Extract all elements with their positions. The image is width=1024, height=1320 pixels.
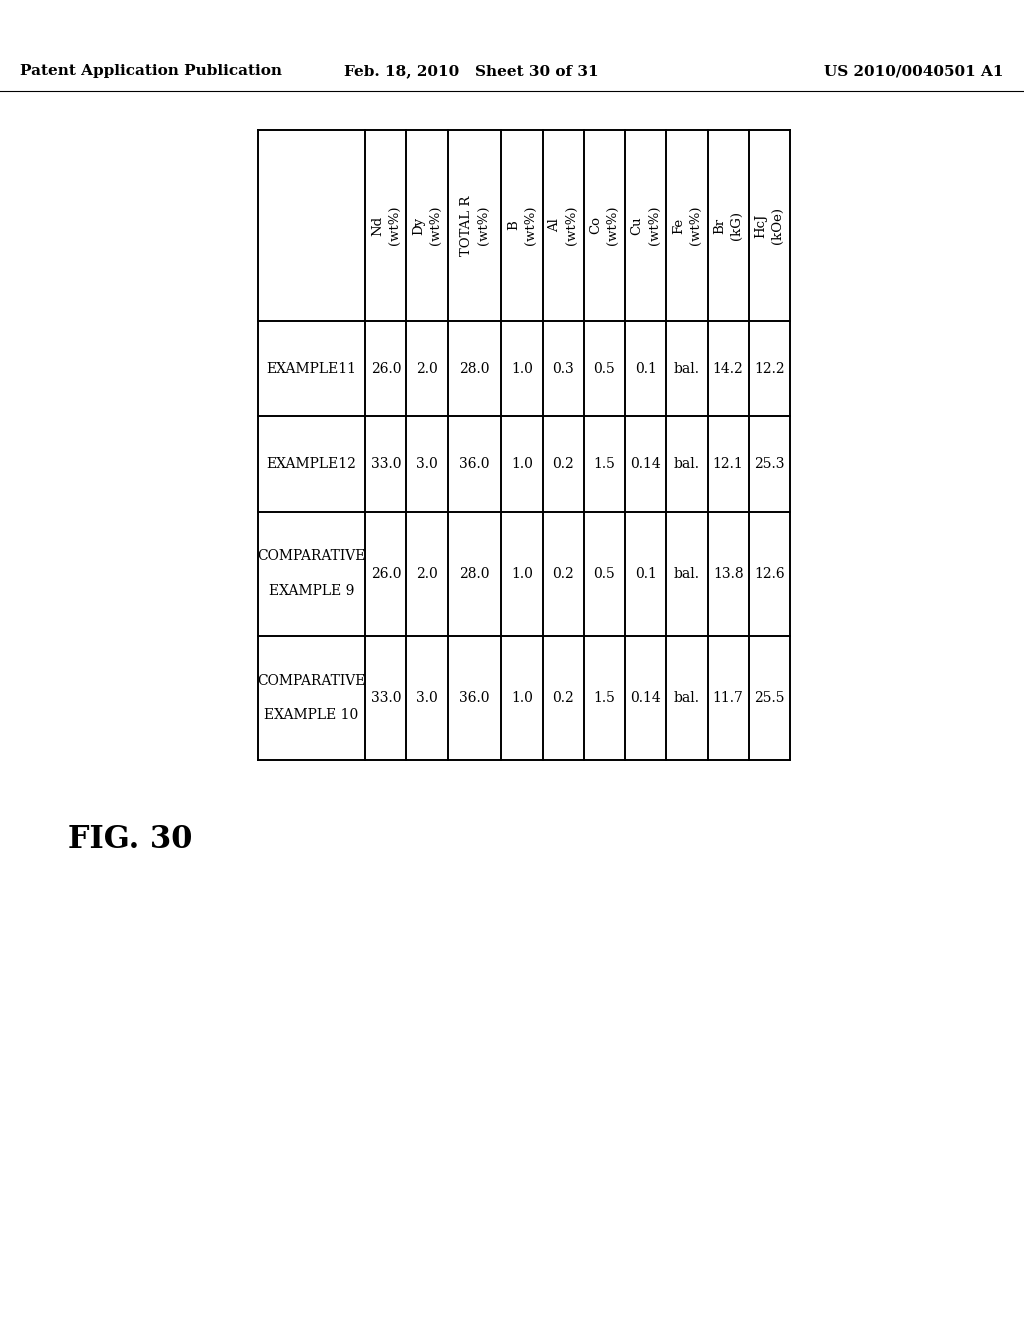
Text: 2.0: 2.0 [416,362,438,376]
Text: 0.5: 0.5 [594,566,615,581]
Text: 36.0: 36.0 [459,690,489,705]
Text: Br
(kG): Br (kG) [713,211,743,240]
Text: 0.3: 0.3 [552,362,574,376]
Text: EXAMPLE12: EXAMPLE12 [266,457,356,471]
Text: 1.0: 1.0 [511,566,532,581]
Text: 33.0: 33.0 [371,457,401,471]
Text: 13.8: 13.8 [713,566,743,581]
Text: 0.14: 0.14 [631,457,662,471]
Text: 0.2: 0.2 [552,566,574,581]
Text: TOTAL R
(wt%): TOTAL R (wt%) [460,195,489,256]
Text: 0.5: 0.5 [594,362,615,376]
Text: 11.7: 11.7 [713,690,743,705]
Text: Feb. 18, 2010   Sheet 30 of 31: Feb. 18, 2010 Sheet 30 of 31 [344,65,598,78]
Text: bal.: bal. [674,566,699,581]
Text: 12.1: 12.1 [713,457,743,471]
Text: 28.0: 28.0 [459,566,489,581]
Text: EXAMPLE 9: EXAMPLE 9 [269,585,354,598]
Text: 0.2: 0.2 [552,690,574,705]
Text: 3.0: 3.0 [416,457,438,471]
Text: COMPARATIVE: COMPARATIVE [257,673,366,688]
Text: Al
(wt%): Al (wt%) [548,206,579,246]
Text: COMPARATIVE: COMPARATIVE [257,549,366,564]
Text: B
(wt%): B (wt%) [507,206,537,246]
Text: Cu
(wt%): Cu (wt%) [631,206,660,246]
Text: HcJ
(kOe): HcJ (kOe) [755,207,784,244]
Text: 0.1: 0.1 [635,362,656,376]
Text: 25.3: 25.3 [754,457,784,471]
Text: 3.0: 3.0 [416,690,438,705]
Text: EXAMPLE 10: EXAMPLE 10 [264,709,358,722]
Text: Nd
(wt%): Nd (wt%) [371,206,400,246]
Text: 33.0: 33.0 [371,690,401,705]
Text: bal.: bal. [674,690,699,705]
Text: 26.0: 26.0 [371,566,401,581]
Text: 1.0: 1.0 [511,457,532,471]
Text: 36.0: 36.0 [459,457,489,471]
Text: 26.0: 26.0 [371,362,401,376]
Text: 0.2: 0.2 [552,457,574,471]
Text: 1.5: 1.5 [594,457,615,471]
Text: 2.0: 2.0 [416,566,438,581]
Text: Patent Application Publication: Patent Application Publication [20,65,283,78]
Text: Fe
(wt%): Fe (wt%) [672,206,701,246]
Text: 14.2: 14.2 [713,362,743,376]
Text: 0.1: 0.1 [635,566,656,581]
Text: bal.: bal. [674,362,699,376]
Text: Dy
(wt%): Dy (wt%) [412,206,442,246]
Text: 1.0: 1.0 [511,362,532,376]
Text: 1.5: 1.5 [594,690,615,705]
Text: 0.14: 0.14 [631,690,662,705]
Text: 1.0: 1.0 [511,690,532,705]
Text: US 2010/0040501 A1: US 2010/0040501 A1 [824,65,1004,78]
Text: EXAMPLE11: EXAMPLE11 [266,362,356,376]
Text: 12.2: 12.2 [754,362,784,376]
Text: FIG. 30: FIG. 30 [68,825,193,855]
Text: 28.0: 28.0 [459,362,489,376]
Text: Co
(wt%): Co (wt%) [590,206,620,246]
Text: 12.6: 12.6 [754,566,784,581]
Text: 25.5: 25.5 [754,690,784,705]
Text: bal.: bal. [674,457,699,471]
